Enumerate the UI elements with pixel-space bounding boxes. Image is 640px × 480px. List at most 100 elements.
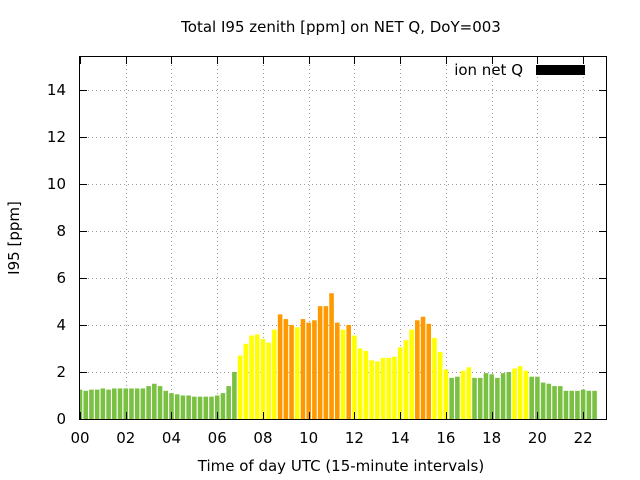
bar <box>83 390 89 419</box>
bar <box>317 306 323 419</box>
bar <box>552 386 557 419</box>
bar <box>266 342 271 419</box>
bar <box>80 389 83 419</box>
bar <box>569 390 574 419</box>
x-tick-label: 22 <box>574 429 593 447</box>
bar <box>106 389 111 419</box>
bar <box>403 340 409 419</box>
bar <box>352 335 357 419</box>
y-tick-label: 12 <box>47 128 66 146</box>
x-axis-label: Time of day UTC (15-minute intervals) <box>197 457 484 475</box>
bar <box>186 395 191 419</box>
bar <box>546 383 552 419</box>
y-tick-labels: 0 2 4 6 8 10 12 14 <box>47 81 66 428</box>
bars <box>80 293 597 419</box>
x-tick-label: 00 <box>70 429 89 447</box>
bar <box>300 319 306 419</box>
bar <box>409 329 414 419</box>
bar <box>140 388 146 419</box>
legend-swatch <box>536 65 585 75</box>
bar <box>580 389 586 419</box>
bar <box>277 314 283 419</box>
bar <box>249 335 254 419</box>
legend: ion net Q <box>454 61 585 79</box>
bar <box>397 347 403 419</box>
bar <box>203 396 209 419</box>
y-tick-label: 4 <box>56 316 66 334</box>
bar <box>500 373 506 419</box>
bar <box>306 322 311 419</box>
chart-title: Total I95 zenith [ppm] on NET Q, DoY=003 <box>180 18 501 36</box>
bar <box>420 316 426 419</box>
bar <box>386 357 392 419</box>
x-tick-labels: 00 02 04 06 08 10 12 14 16 18 20 22 <box>70 429 592 447</box>
bar <box>243 343 249 419</box>
y-tick-label: 8 <box>56 222 66 240</box>
x-tick-label: 10 <box>299 429 318 447</box>
bar <box>472 377 477 419</box>
y-tick-label: 10 <box>47 175 66 193</box>
bar <box>134 388 140 419</box>
legend-label: ion net Q <box>454 61 523 79</box>
bar <box>192 396 197 419</box>
bar <box>329 293 334 419</box>
bar <box>197 396 203 419</box>
x-tick-label: 08 <box>253 429 272 447</box>
bar <box>512 368 517 419</box>
bar <box>146 386 151 419</box>
bar <box>94 389 100 419</box>
bar <box>575 390 580 419</box>
bar <box>443 369 449 419</box>
bar <box>415 320 420 419</box>
bar <box>380 357 386 419</box>
bar <box>129 388 134 419</box>
y-axis-label: I95 [ppm] <box>5 201 23 275</box>
bar <box>294 327 300 419</box>
x-tick-label: 20 <box>528 429 547 447</box>
bar <box>334 322 340 419</box>
bar <box>529 376 534 419</box>
bar <box>535 376 540 419</box>
bar <box>540 382 546 419</box>
bar <box>495 377 500 419</box>
bar <box>289 324 294 419</box>
bar <box>586 390 592 419</box>
bar <box>214 395 220 419</box>
bar <box>369 360 374 419</box>
x-tick-label: 18 <box>482 429 501 447</box>
bar <box>123 388 129 419</box>
y-tick-label: 6 <box>56 269 66 287</box>
bar <box>220 393 226 419</box>
bar <box>180 395 186 419</box>
x-tick-label: 12 <box>345 429 364 447</box>
bar <box>254 334 260 419</box>
grid <box>80 57 606 419</box>
bar <box>174 394 180 419</box>
bar <box>563 390 569 419</box>
y-tick-label: 0 <box>56 410 66 428</box>
bar <box>466 367 472 419</box>
bar <box>357 348 363 419</box>
bar <box>432 337 437 419</box>
x-tick-label: 16 <box>436 429 455 447</box>
bar <box>517 366 523 419</box>
x-tick-label: 04 <box>162 429 181 447</box>
bar <box>89 389 94 419</box>
bar <box>237 355 243 419</box>
y-tick-label: 14 <box>47 81 66 99</box>
bar <box>557 386 563 419</box>
bar <box>477 377 483 419</box>
bar <box>169 393 174 419</box>
bar <box>483 373 489 419</box>
bar <box>312 320 317 419</box>
bar <box>283 319 289 419</box>
bar <box>340 329 346 419</box>
bar <box>209 396 214 419</box>
bar <box>392 356 397 419</box>
bar <box>449 377 454 419</box>
x-tick-label: 02 <box>116 429 135 447</box>
bar <box>100 388 106 419</box>
bar <box>152 383 157 419</box>
bar <box>272 329 277 419</box>
